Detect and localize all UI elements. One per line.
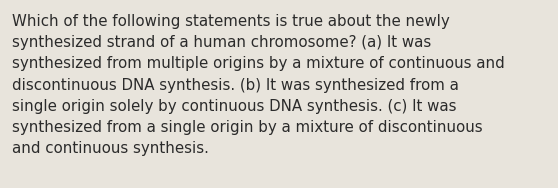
Text: Which of the following statements is true about the newly
synthesized strand of : Which of the following statements is tru… — [12, 14, 505, 156]
